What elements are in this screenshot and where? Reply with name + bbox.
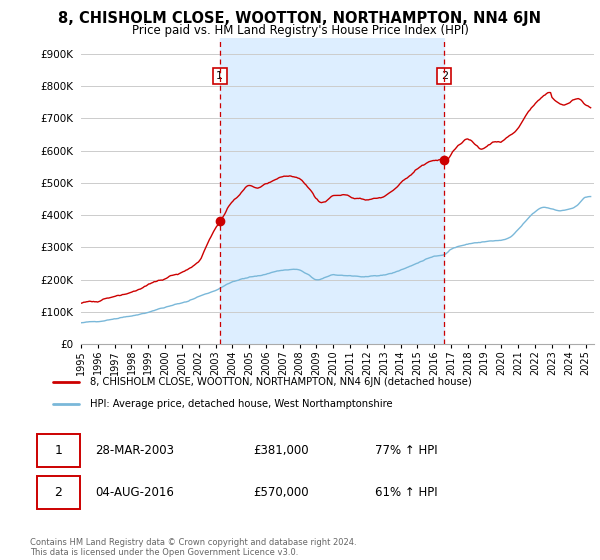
Text: 2: 2 [441, 71, 448, 81]
Text: 61% ↑ HPI: 61% ↑ HPI [374, 486, 437, 499]
Text: 77% ↑ HPI: 77% ↑ HPI [374, 444, 437, 457]
Text: 2: 2 [55, 486, 62, 499]
Text: £570,000: £570,000 [253, 486, 309, 499]
Text: £381,000: £381,000 [253, 444, 309, 457]
FancyBboxPatch shape [37, 475, 80, 509]
Text: HPI: Average price, detached house, West Northamptonshire: HPI: Average price, detached house, West… [89, 399, 392, 409]
Text: 8, CHISHOLM CLOSE, WOOTTON, NORTHAMPTON, NN4 6JN (detached house): 8, CHISHOLM CLOSE, WOOTTON, NORTHAMPTON,… [89, 377, 471, 388]
Bar [220, 38, 445, 344]
Text: 28-MAR-2003: 28-MAR-2003 [95, 444, 174, 457]
Text: 1: 1 [55, 444, 62, 457]
FancyBboxPatch shape [37, 433, 80, 467]
Text: Price paid vs. HM Land Registry's House Price Index (HPI): Price paid vs. HM Land Registry's House … [131, 24, 469, 36]
Text: 04-AUG-2016: 04-AUG-2016 [95, 486, 173, 499]
Text: Contains HM Land Registry data © Crown copyright and database right 2024.
This d: Contains HM Land Registry data © Crown c… [30, 538, 356, 557]
Text: 8, CHISHOLM CLOSE, WOOTTON, NORTHAMPTON, NN4 6JN: 8, CHISHOLM CLOSE, WOOTTON, NORTHAMPTON,… [59, 11, 542, 26]
Text: 1: 1 [216, 71, 223, 81]
